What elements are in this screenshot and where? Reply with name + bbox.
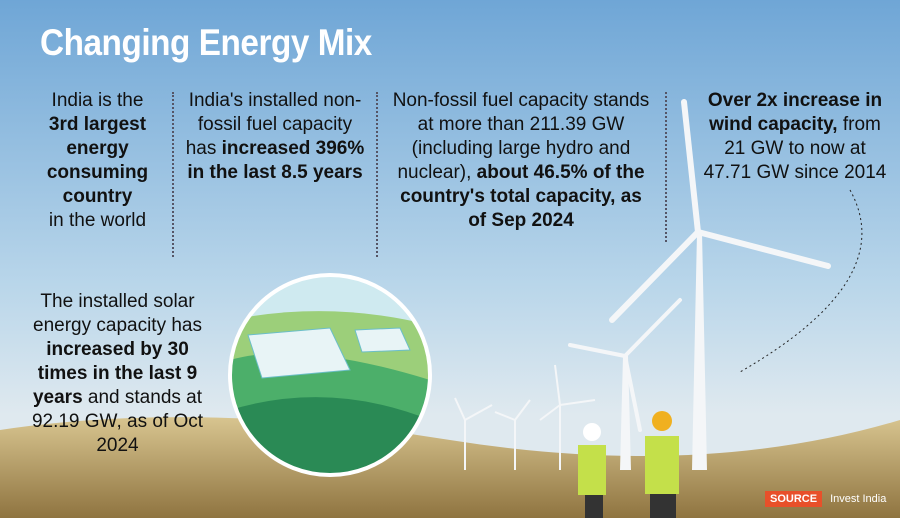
source-badge: SOURCE (765, 491, 823, 507)
fact-non-fossil-growth: India's installed non-fossil fuel capaci… (180, 89, 370, 185)
source-credit: SOURCE Invest India (765, 491, 886, 507)
fact-non-fossil-share: Non-fossil fuel capacity stands at more … (390, 89, 652, 233)
page-title: Changing Energy Mix (40, 22, 372, 63)
fact-text: The installed solar energy capacity has (33, 291, 202, 336)
fact-highlight: increased 396% in the last 8.5 years (187, 138, 365, 183)
divider (665, 92, 667, 242)
source-value: Invest India (830, 493, 887, 505)
fact-energy-consumer: India is the 3rd largest energy consumin… (25, 89, 170, 233)
fact-highlight: increased by 30 times in the last 9 year… (32, 339, 198, 408)
fact-wind-capacity: Over 2x increase in wind capacity, from … (700, 89, 890, 185)
fact-highlight: Over 2x increase in wind capacity, (707, 90, 883, 135)
divider (172, 92, 174, 257)
fact-highlight: about 46.5% of the country's total capac… (400, 162, 645, 231)
fact-text: and stands at 92.19 GW, as of Oct 2024 (31, 387, 204, 456)
fact-solar-capacity: The installed solar energy capacity has … (25, 290, 210, 458)
divider (376, 92, 378, 257)
fact-text: Non-fossil fuel capacity stands at more … (392, 90, 650, 183)
workers-illustration (578, 411, 679, 518)
fact-text: India is the (51, 90, 144, 111)
fact-text: from 21 GW to now at 47.71 GW since 2014 (703, 114, 887, 183)
fact-highlight: 3rd largest energy consuming country (46, 114, 149, 207)
wind-turbines (454, 99, 831, 470)
fact-text: India's installed non-fossil fuel capaci… (185, 90, 362, 159)
solar-illustration (230, 275, 430, 475)
fact-text: in the world (48, 210, 147, 231)
